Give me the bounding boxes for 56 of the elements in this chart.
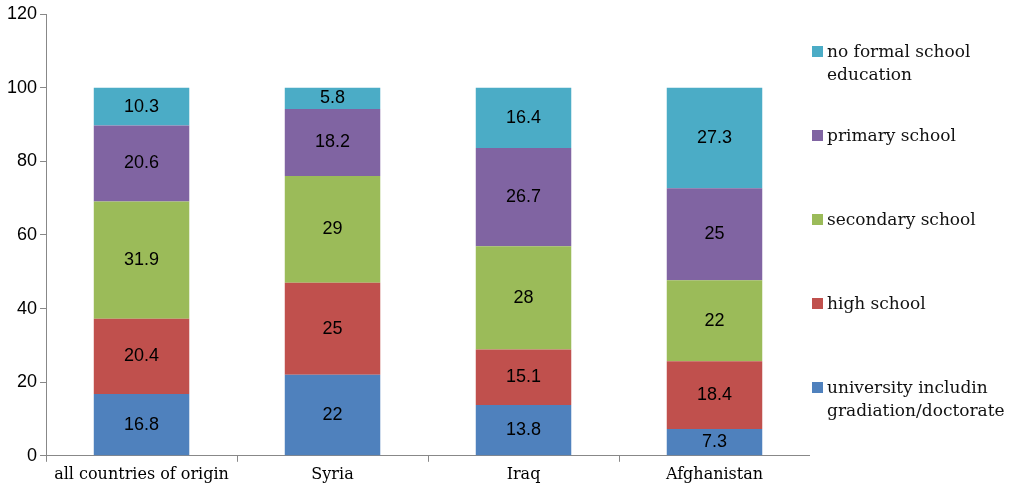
x-tick-label: Iraq — [506, 463, 541, 483]
bar — [666, 87, 763, 189]
data-label: 13.8 — [505, 419, 542, 440]
y-tick-label: 20 — [17, 371, 38, 392]
legend-label: no formal school education — [827, 40, 972, 86]
y-tick-label: 80 — [17, 150, 38, 171]
data-label: 25 — [322, 317, 343, 338]
bar — [666, 428, 763, 456]
bar — [475, 148, 572, 247]
data-label: 15.1 — [505, 366, 542, 387]
x-tick-label: Syria — [311, 463, 355, 483]
bar — [666, 361, 763, 429]
legend-label: high school — [827, 292, 926, 315]
bar — [475, 349, 572, 405]
bar — [93, 201, 190, 319]
data-label: 16.4 — [505, 106, 542, 127]
data-label: 16.8 — [124, 413, 160, 434]
data-label: 18.4 — [696, 384, 733, 405]
x-tick-label: all countries of origin — [54, 463, 229, 483]
data-label: 5.8 — [320, 87, 346, 108]
bar — [666, 280, 763, 362]
data-label: 26.7 — [505, 186, 542, 207]
bar — [93, 318, 190, 394]
data-label: 27.3 — [696, 126, 733, 147]
y-tick-label: 100 — [6, 76, 38, 97]
data-label: 29 — [322, 218, 343, 239]
y-tick-label: 40 — [17, 297, 38, 318]
bar — [284, 374, 381, 456]
data-label: 10.3 — [124, 95, 160, 116]
bar — [666, 188, 763, 281]
bar — [475, 404, 572, 456]
bar — [93, 87, 190, 126]
bar — [93, 393, 190, 456]
bar — [284, 282, 381, 375]
bar — [284, 87, 381, 109]
bar — [475, 87, 572, 149]
y-tick-label: 60 — [17, 223, 38, 244]
data-label: 22 — [322, 404, 343, 425]
data-label: 18.2 — [315, 131, 351, 152]
legend-label: university includin gradiation/doctorate — [827, 376, 1006, 422]
x-tick-label: Afghanistan — [664, 463, 764, 483]
legend-label: primary school — [827, 124, 956, 147]
bar — [284, 175, 381, 283]
data-label: 28 — [513, 286, 534, 307]
data-label: 22 — [704, 309, 725, 330]
bar — [284, 108, 381, 176]
data-label: 31.9 — [124, 249, 160, 270]
data-label: 20.6 — [124, 152, 160, 173]
data-label: 20.4 — [124, 345, 160, 366]
data-label: 25 — [704, 223, 725, 244]
y-tick-label: 120 — [6, 2, 38, 23]
bar — [475, 246, 572, 350]
legend-label: secondary school — [827, 208, 976, 231]
y-tick-label: 0 — [27, 444, 38, 465]
bar — [93, 125, 190, 202]
data-label: 7.3 — [701, 431, 728, 452]
